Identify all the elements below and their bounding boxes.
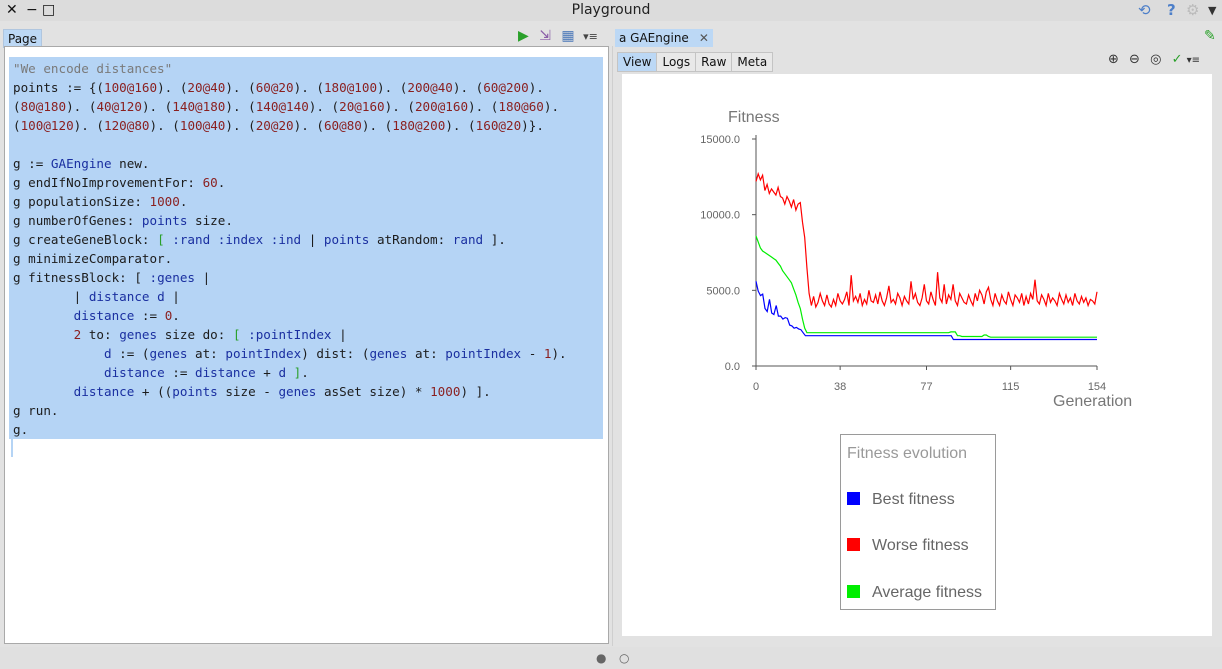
legend-item-worse: Worse fitness: [847, 537, 969, 555]
open-code-icon[interactable]: ✎: [1204, 28, 1216, 44]
code-text[interactable]: "We encode distances" points := {(100@16…: [13, 59, 567, 439]
menu-icon[interactable]: ▾≡: [583, 30, 598, 43]
code-line: (80@180). (40@120). (140@180). (140@140)…: [13, 99, 560, 114]
status-bar: ● ○: [0, 647, 1222, 669]
tab-view[interactable]: View: [617, 52, 658, 72]
text-selection: [9, 57, 603, 439]
code-line: g populationSize: 1000.: [13, 194, 188, 209]
left-toolbar: ▶ ⇲ ▦ ▾≡: [518, 28, 598, 44]
code-line: distance + ((points size - genes asSet s…: [73, 384, 491, 399]
tab-page[interactable]: Page: [3, 29, 43, 48]
close-icon[interactable]: ✕: [6, 2, 18, 18]
play-icon[interactable]: ▶: [518, 28, 529, 44]
zoom-in-icon[interactable]: ⊕: [1108, 52, 1119, 67]
code-line: d := (genes at: pointIndex) dist: (genes…: [104, 346, 567, 361]
series-line-1: [755, 281, 1097, 341]
x-axis-label: Generation: [1053, 393, 1132, 410]
y-tick-label: 5000.0: [706, 285, 740, 297]
zoom-reset-icon[interactable]: ◎: [1150, 52, 1162, 67]
code-line: g run.: [13, 403, 59, 418]
export-icon[interactable]: ⇲: [539, 28, 551, 44]
series-line-3: [755, 235, 1097, 338]
code-line: distance := distance + d ].: [104, 365, 309, 380]
code-line: g minimizeComparator.: [13, 251, 173, 266]
left-tab-bar: Page ▶ ⇲ ▦ ▾≡: [0, 25, 612, 48]
tab-gaengine-label: a GAEngine: [619, 31, 689, 45]
code-line: "We encode distances": [13, 61, 173, 76]
sync-icon[interactable]: ⟲: [1138, 1, 1151, 19]
zoom-out-icon[interactable]: ⊖: [1129, 52, 1140, 67]
page-dot-active[interactable]: ●: [596, 651, 607, 665]
right-tab-bar: a GAEngine ✕ ✎: [612, 25, 1222, 47]
chevron-down-icon[interactable]: ▼: [1208, 4, 1217, 17]
window-titlebar: ✕ − □ Playground ⟲ ? ⚙ ▼: [0, 0, 1222, 21]
tab-logs[interactable]: Logs: [656, 52, 697, 72]
view-toolbar: ⊕ ⊖ ◎ ✓ ▾≡: [1108, 52, 1200, 67]
y-tick-label: 10000.0: [700, 210, 740, 222]
menu-icon[interactable]: ▾≡: [1186, 55, 1201, 66]
code-line: distance := 0.: [73, 308, 180, 323]
legend-label: Best fitness: [872, 491, 955, 508]
x-tick-label: 77: [920, 381, 932, 393]
code-line: 2 to: genes size do: [ :pointIndex |: [73, 327, 347, 342]
legend-swatch: [847, 538, 860, 551]
x-tick-label: 154: [1088, 381, 1106, 393]
code-line: | distance d |: [13, 289, 180, 304]
text-cursor: [11, 439, 13, 457]
close-icon[interactable]: ✕: [698, 31, 709, 45]
code-line: g := GAEngine new.: [13, 156, 150, 171]
tab-gaengine[interactable]: a GAEngine ✕: [615, 29, 713, 47]
minimize-icon[interactable]: −: [26, 2, 38, 18]
x-tick-label: 38: [834, 381, 846, 393]
view-tabs: View Logs Raw Meta: [617, 52, 774, 72]
page-dot[interactable]: ○: [619, 651, 630, 665]
code-line: g endIfNoImprovementFor: 60.: [13, 175, 226, 190]
refresh-icon[interactable]: ✓: [1171, 52, 1183, 67]
legend-title: Fitness evolution: [847, 445, 968, 462]
code-line: g numberOfGenes: points size.: [13, 213, 233, 228]
legend-swatch: [847, 585, 860, 598]
legend-item-average: Average fitness: [847, 584, 982, 602]
code-line: g.: [13, 422, 29, 437]
x-tick-label: 115: [1002, 381, 1020, 393]
code-line: g fitnessBlock: [ :genes |: [13, 270, 211, 285]
series-line-2: [755, 171, 1098, 309]
pane-divider[interactable]: [612, 46, 613, 646]
code-line: (100@120). (120@80). (100@40). (20@20). …: [13, 118, 544, 133]
code-line: points := {(100@160). (20@40). (60@20). …: [13, 80, 544, 95]
y-tick-label: 0.0: [725, 361, 740, 373]
help-icon[interactable]: ?: [1167, 1, 1176, 19]
code-line: g createGeneBlock: [ :rand :index :ind |…: [13, 232, 506, 247]
gear-icon[interactable]: ⚙: [1186, 1, 1200, 19]
maximize-icon[interactable]: □: [42, 2, 56, 18]
tab-meta[interactable]: Meta: [731, 52, 774, 72]
chart-legend: Fitness evolution Best fitness Worse fit…: [840, 434, 996, 610]
code-editor[interactable]: "We encode distances" points := {(100@16…: [4, 46, 609, 644]
y-tick-label: 15000.0: [700, 134, 740, 146]
window-title: Playground: [571, 2, 651, 18]
legend-item-best: Best fitness: [847, 491, 955, 509]
y-axis-label: Fitness: [728, 109, 780, 126]
legend-label: Worse fitness: [872, 537, 969, 554]
inspector-icon[interactable]: ▦: [561, 28, 575, 44]
legend-swatch: [847, 492, 860, 505]
x-tick-label: 0: [753, 381, 759, 393]
legend-label: Average fitness: [872, 584, 982, 601]
